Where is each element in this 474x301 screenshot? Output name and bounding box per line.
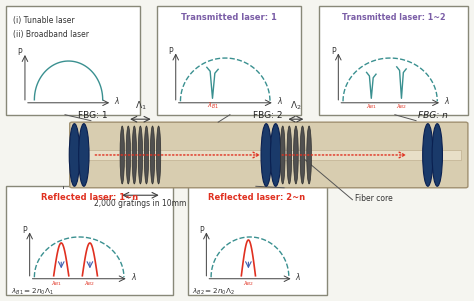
Text: $\lambda_{B1}$: $\lambda_{B1}$ [207, 101, 219, 111]
Ellipse shape [300, 126, 305, 184]
Ellipse shape [132, 126, 137, 184]
Bar [77, 150, 461, 160]
Ellipse shape [271, 124, 281, 186]
Ellipse shape [144, 126, 149, 184]
Text: FBG: 2: FBG: 2 [253, 111, 283, 120]
Text: $\lambda_{B2} = 2n_0\Lambda_2$: $\lambda_{B2} = 2n_0\Lambda_2$ [192, 286, 235, 296]
FancyBboxPatch shape [188, 186, 327, 295]
Text: FBG: 1: FBG: 1 [79, 111, 108, 120]
Text: $\lambda_{B2}$: $\lambda_{B2}$ [84, 279, 96, 287]
Text: $\lambda$: $\lambda$ [130, 271, 137, 282]
Ellipse shape [150, 126, 155, 184]
Text: $\lambda_{B1}$: $\lambda_{B1}$ [51, 279, 62, 287]
Text: P: P [199, 225, 203, 234]
Ellipse shape [287, 126, 292, 184]
FancyBboxPatch shape [6, 6, 140, 115]
Text: Reflected laser: 2~n: Reflected laser: 2~n [209, 193, 306, 202]
Ellipse shape [280, 126, 285, 184]
Text: (ii) Broadband laser: (ii) Broadband laser [13, 30, 89, 39]
Text: Transmitted laser: 1~2: Transmitted laser: 1~2 [342, 13, 446, 22]
Text: $\lambda$: $\lambda$ [444, 95, 450, 106]
Ellipse shape [432, 124, 442, 186]
Text: Reflected laser: 1~n: Reflected laser: 1~n [41, 193, 138, 202]
FancyBboxPatch shape [6, 186, 173, 295]
Ellipse shape [79, 124, 89, 186]
Ellipse shape [261, 124, 272, 186]
Text: Transmitted laser: 1: Transmitted laser: 1 [181, 13, 277, 22]
Text: $\lambda_{B1}$: $\lambda_{B1}$ [365, 102, 377, 111]
Text: 2,000 gratings in 10mm: 2,000 gratings in 10mm [94, 199, 187, 208]
Ellipse shape [120, 126, 124, 184]
Text: $\lambda_{B2}$: $\lambda_{B2}$ [396, 102, 407, 111]
FancyBboxPatch shape [70, 122, 468, 188]
Text: $\lambda$: $\lambda$ [295, 271, 301, 282]
Text: $\lambda_{B2}$: $\lambda_{B2}$ [243, 279, 254, 287]
Text: $\lambda_{B1} = 2n_0\Lambda_1$: $\lambda_{B1} = 2n_0\Lambda_1$ [11, 286, 54, 296]
Ellipse shape [423, 124, 433, 186]
FancyBboxPatch shape [157, 6, 301, 115]
Text: $\Lambda_1$: $\Lambda_1$ [135, 99, 146, 112]
Ellipse shape [307, 126, 311, 184]
Ellipse shape [156, 126, 161, 184]
Ellipse shape [69, 124, 80, 186]
Text: P: P [168, 47, 173, 56]
Text: $\lambda$: $\lambda$ [277, 95, 283, 106]
FancyBboxPatch shape [319, 6, 468, 115]
Text: P: P [331, 47, 336, 56]
Text: P: P [22, 225, 27, 234]
Ellipse shape [293, 126, 298, 184]
Ellipse shape [138, 126, 143, 184]
Text: FBG: n: FBG: n [418, 111, 447, 120]
Text: (i) Tunable laser: (i) Tunable laser [13, 16, 75, 25]
Text: $\lambda$: $\lambda$ [114, 95, 120, 106]
Text: Fiber core: Fiber core [355, 194, 392, 203]
Text: P: P [18, 48, 22, 57]
Text: $\Lambda_2$: $\Lambda_2$ [290, 99, 302, 112]
Ellipse shape [126, 126, 130, 184]
